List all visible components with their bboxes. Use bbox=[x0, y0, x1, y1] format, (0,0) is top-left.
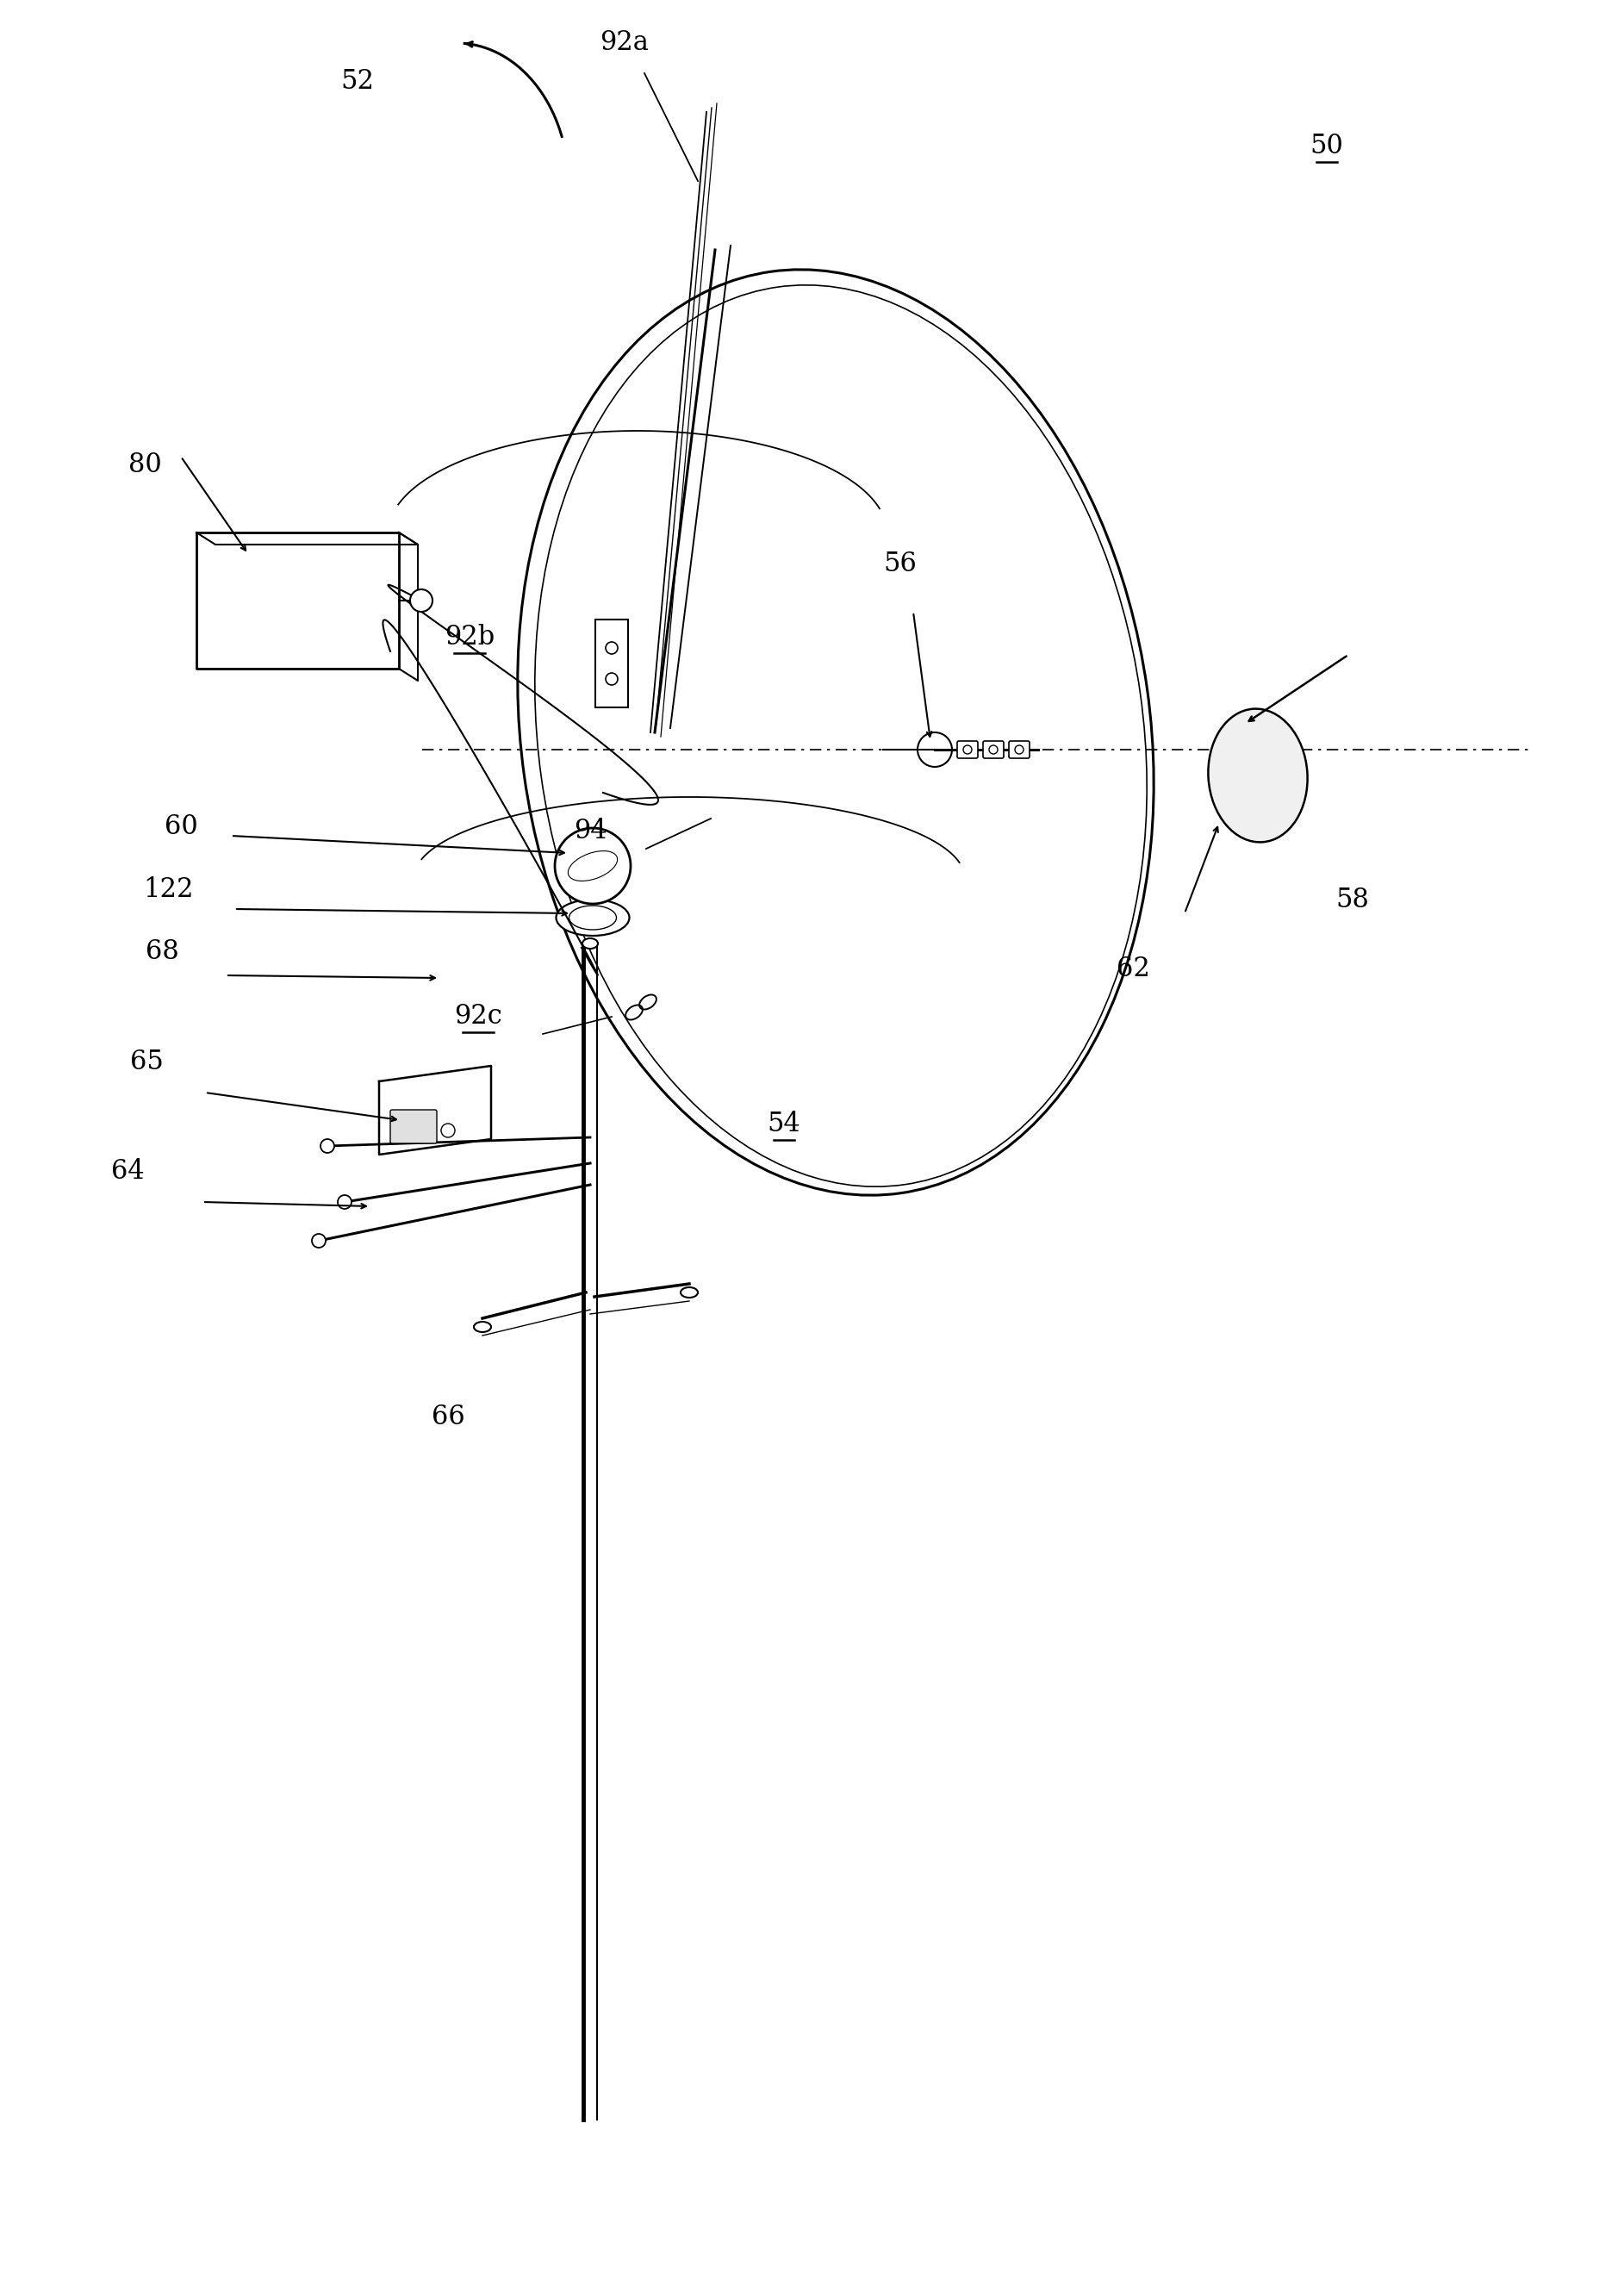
Circle shape bbox=[555, 827, 630, 905]
Circle shape bbox=[312, 1234, 326, 1248]
Text: 65: 65 bbox=[130, 1048, 162, 1075]
Ellipse shape bbox=[680, 1287, 698, 1298]
Ellipse shape bbox=[1208, 709, 1307, 843]
Text: 64: 64 bbox=[110, 1157, 145, 1184]
Circle shape bbox=[963, 746, 971, 755]
Ellipse shape bbox=[583, 939, 598, 948]
Ellipse shape bbox=[555, 900, 630, 936]
FancyBboxPatch shape bbox=[596, 621, 628, 707]
Text: 94: 94 bbox=[573, 818, 607, 843]
Text: 92b: 92b bbox=[445, 623, 495, 650]
Circle shape bbox=[989, 746, 997, 755]
Circle shape bbox=[411, 589, 432, 611]
Text: 54: 54 bbox=[767, 1111, 801, 1136]
Text: 122: 122 bbox=[143, 877, 193, 902]
Text: 80: 80 bbox=[128, 452, 161, 477]
FancyBboxPatch shape bbox=[390, 1109, 437, 1143]
Text: 66: 66 bbox=[432, 1405, 464, 1430]
FancyBboxPatch shape bbox=[1009, 741, 1030, 759]
Circle shape bbox=[442, 1123, 455, 1136]
Text: 92c: 92c bbox=[455, 1002, 502, 1030]
FancyBboxPatch shape bbox=[983, 741, 1004, 759]
Circle shape bbox=[1015, 746, 1023, 755]
Ellipse shape bbox=[474, 1323, 490, 1332]
Text: 60: 60 bbox=[164, 814, 198, 841]
Text: 68: 68 bbox=[145, 939, 179, 966]
Text: 52: 52 bbox=[341, 68, 375, 95]
Circle shape bbox=[606, 673, 617, 684]
FancyBboxPatch shape bbox=[957, 741, 978, 759]
Circle shape bbox=[338, 1196, 351, 1209]
Text: 50: 50 bbox=[1311, 132, 1343, 159]
Circle shape bbox=[606, 641, 617, 655]
Circle shape bbox=[918, 732, 952, 766]
Circle shape bbox=[320, 1139, 335, 1152]
Text: 56: 56 bbox=[883, 550, 918, 577]
Text: 92a: 92a bbox=[601, 30, 650, 57]
Text: 62: 62 bbox=[1116, 955, 1150, 982]
Text: 58: 58 bbox=[1337, 886, 1369, 914]
